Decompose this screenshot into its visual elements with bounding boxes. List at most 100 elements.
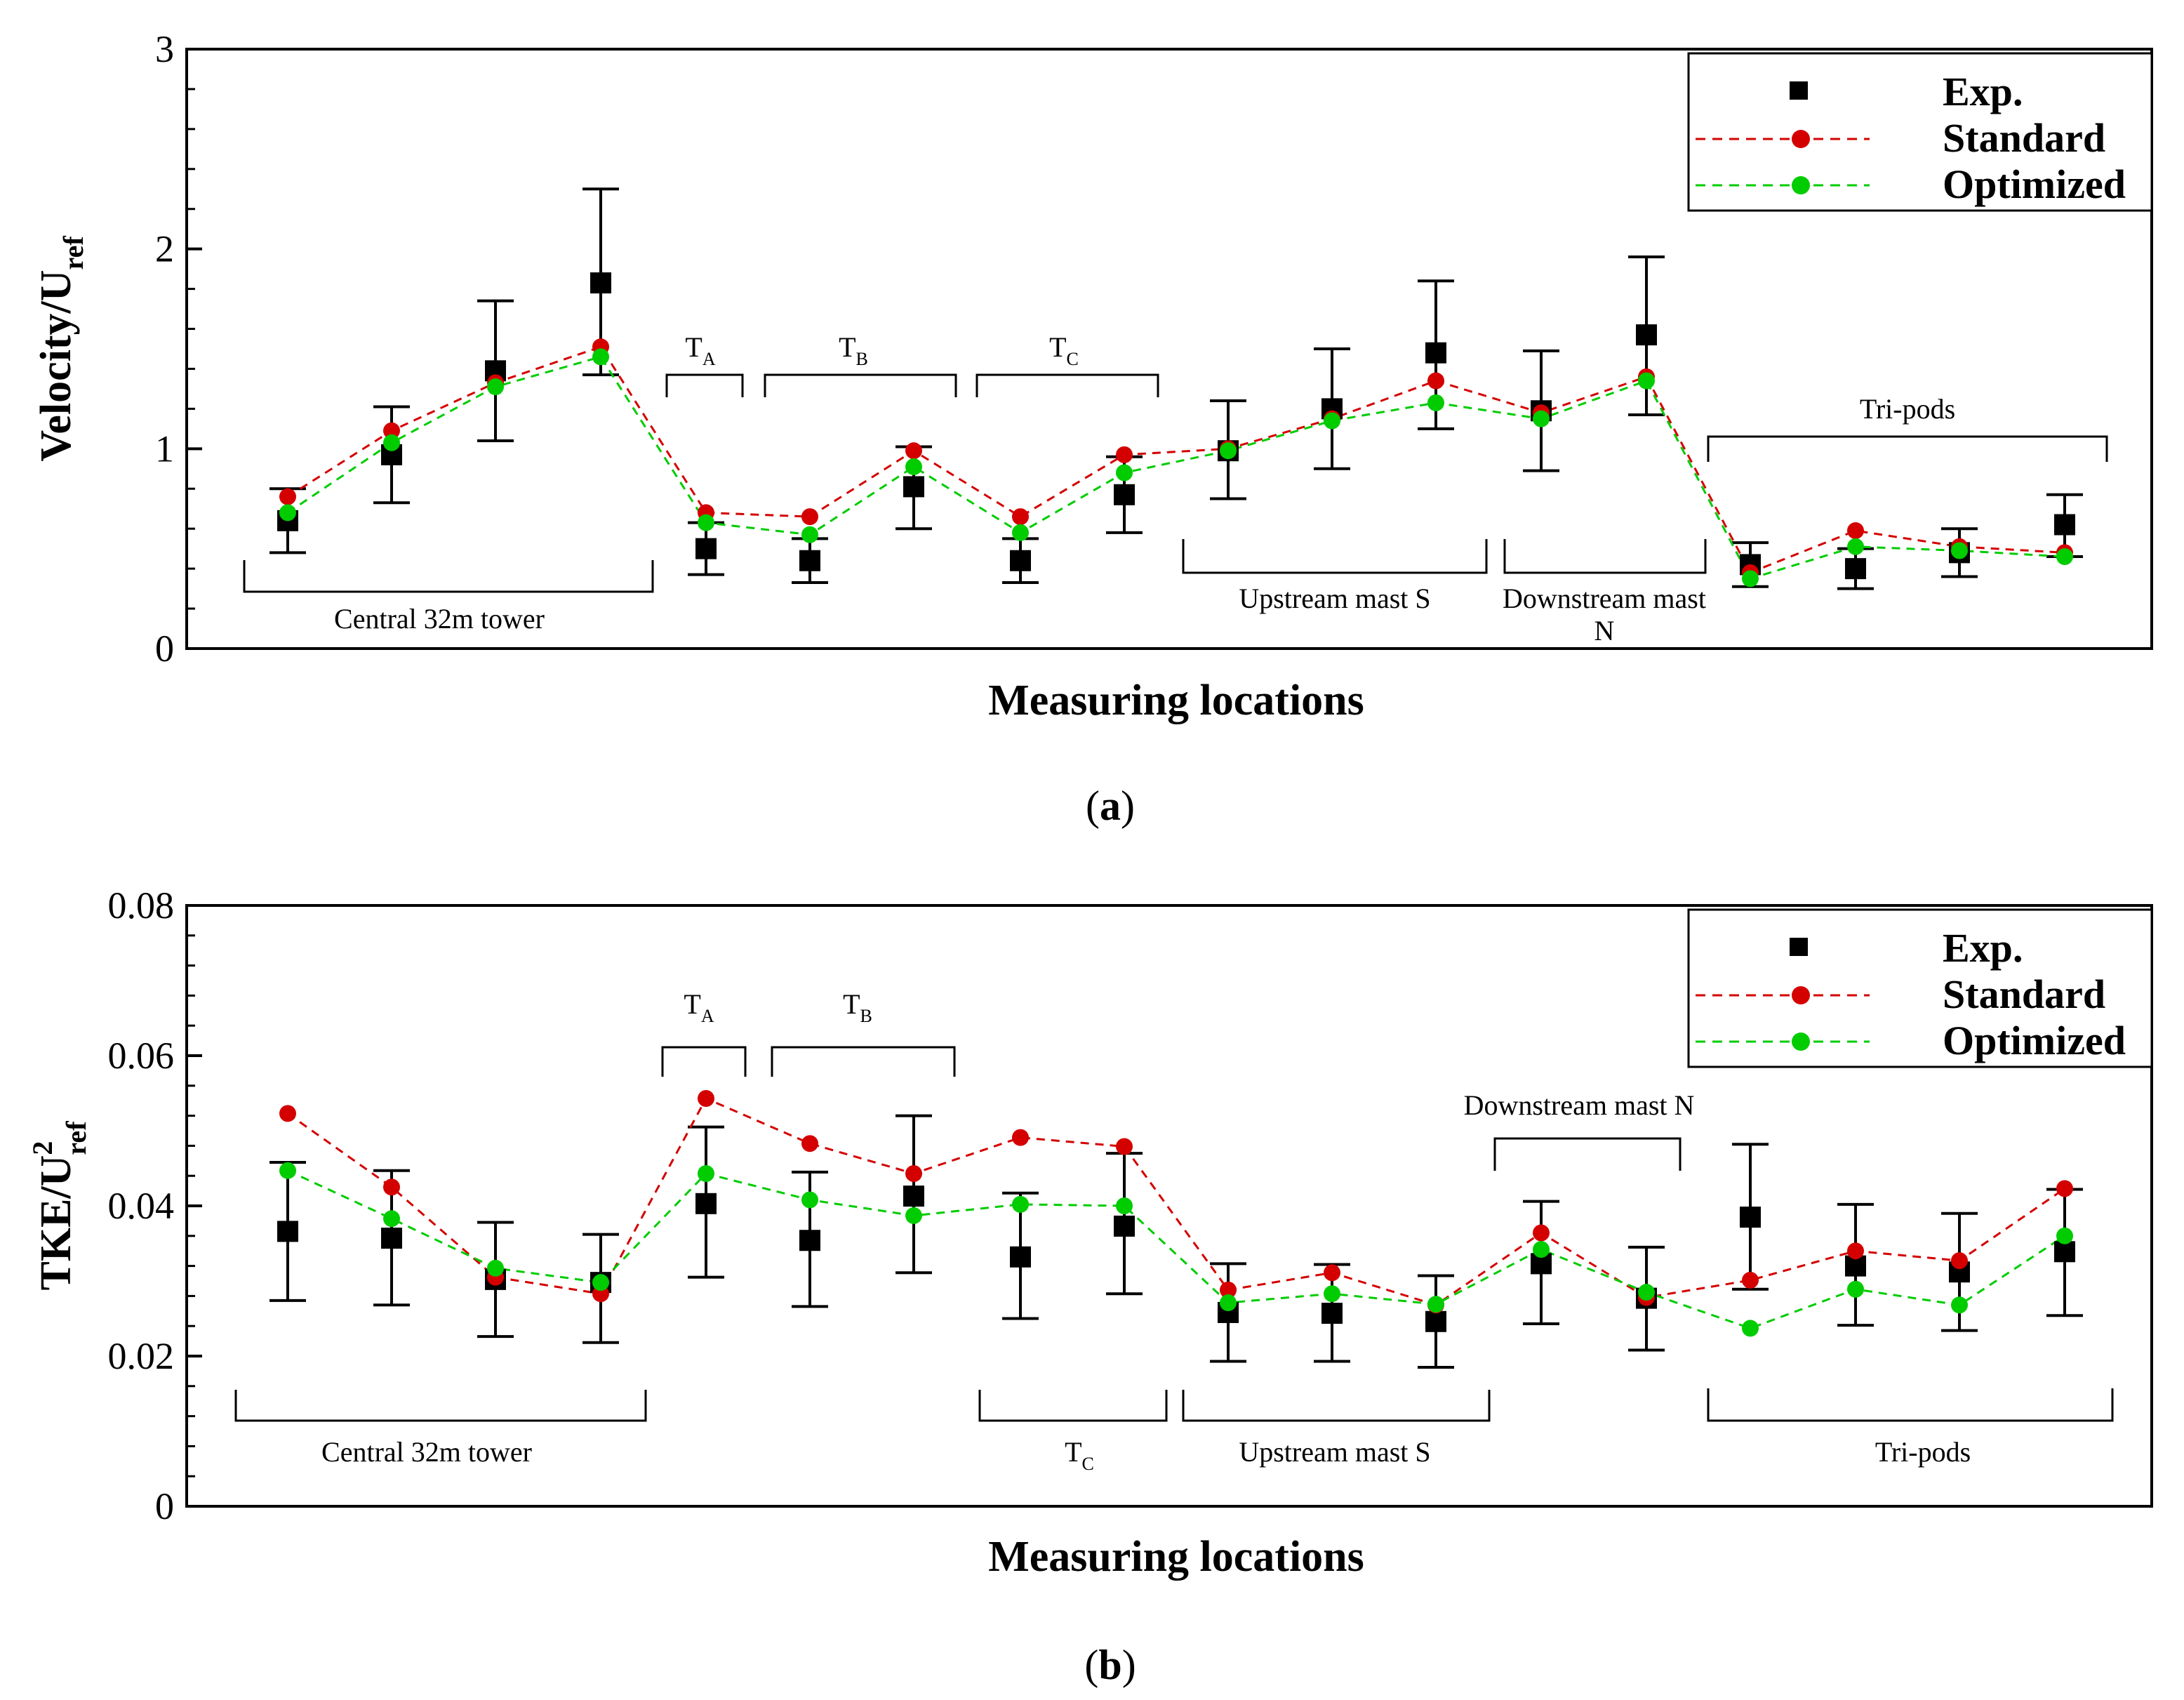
legend-standard-marker-b [1792, 986, 1810, 1004]
bracket-central-tower-a [243, 560, 654, 593]
y-label-main-a: Velocity/U [32, 270, 80, 461]
exp-point-a [590, 272, 611, 294]
series-point-optimized-a [1847, 538, 1864, 555]
group-label-downstream-mast-line2-a: N [1594, 615, 1615, 646]
exp-point-b [799, 1230, 820, 1251]
bracket-downstream-mast-a [1503, 539, 1707, 574]
series-point-optimized-a [698, 514, 714, 531]
series-point-optimized-a [592, 348, 609, 366]
series-point-standard-b [801, 1135, 818, 1153]
y-label-main-b: TKE/U [32, 1155, 80, 1291]
exp-point-a [1114, 484, 1135, 505]
group-label-ta-b: TA [684, 988, 714, 1026]
series-point-optimized-b [1116, 1197, 1133, 1214]
bracket-upstream-mast-a [1182, 539, 1488, 574]
series-point-standard-b [2056, 1180, 2073, 1197]
exp-point-b [1114, 1215, 1135, 1237]
plot-frame-a [185, 48, 2153, 650]
series-point-optimized-b [1324, 1285, 1340, 1303]
legend-standard-label-a: Standard [1943, 115, 2105, 161]
y-tick-label-a: 1 [155, 427, 174, 470]
exp-point-b [1321, 1303, 1343, 1324]
series-point-optimized-b [1220, 1294, 1237, 1312]
exp-point-a [2054, 514, 2075, 536]
panel-b-tke: 0 0.02 0.04 0.06 0.08 TKE/U2ref Central 32m … [27, 884, 2153, 1688]
group-label-central-tower-b: Central 32m tower [321, 1436, 532, 1468]
y-axis-label-a: Velocity/Uref [32, 236, 89, 462]
group-labels-b: Central 32m tower TA TB TC Upstream mast… [321, 988, 1971, 1474]
series-point-standard-b [1116, 1138, 1133, 1155]
caption-b: (b) [1084, 1642, 1136, 1688]
series-point-optimized-a [279, 504, 296, 522]
legend-optimized-marker-b [1792, 1032, 1810, 1051]
series-point-optimized-b [279, 1162, 296, 1179]
series-point-standard-b [1951, 1252, 1968, 1270]
series-point-optimized-b [1427, 1296, 1444, 1313]
series-point-optimized-a [905, 458, 922, 475]
group-label-downstream-mast-b: Downstream mast N [1464, 1089, 1695, 1121]
y-label-sub-a: ref [58, 236, 89, 270]
series-line-standard-b [287, 1097, 2065, 1306]
legend-exp-marker-a [1790, 81, 1808, 100]
group-label-tc-b: TC [1065, 1436, 1094, 1474]
group-label-upstream-mast-a: Upstream mast S [1239, 583, 1430, 614]
group-brackets-b [234, 1046, 2114, 1422]
y-axis-label-b: TKE/U2ref [27, 1121, 92, 1291]
exp-point-a [799, 550, 820, 571]
series-point-optimized-a [487, 378, 504, 396]
series-point-standard-a [1847, 522, 1864, 540]
exp-point-a [695, 538, 717, 559]
y-axis-b: 0 0.02 0.04 0.06 0.08 [108, 884, 202, 1527]
legend-exp-label-b: Exp. [1943, 925, 2023, 971]
series-point-optimized-a [1742, 570, 1759, 587]
series-point-standard-b [1847, 1242, 1864, 1260]
series-point-optimized-a [1012, 524, 1029, 541]
series-point-optimized-b [1012, 1195, 1029, 1213]
group-label-downstream-mast-a: Downstream mast [1503, 583, 1706, 614]
series-line-optimized-a [287, 355, 2065, 580]
y-tick-label-b: 0.02 [108, 1335, 175, 1377]
series-point-standard-b [383, 1178, 400, 1196]
series-point-standard-a [1427, 372, 1444, 390]
series-point-optimized-b [2056, 1227, 2073, 1244]
exp-point-b [695, 1193, 717, 1214]
exp-point-b [903, 1186, 924, 1207]
x-axis-label-b: Measuring locations [988, 1533, 1364, 1581]
group-label-ta-a: TA [685, 331, 715, 369]
bracket-upstream-mast-b [1182, 1390, 1491, 1422]
series-point-optimized-b [801, 1191, 818, 1209]
series-point-optimized-b [1951, 1296, 1968, 1314]
exp-point-a [1425, 342, 1446, 364]
series-point-standard-a [1116, 446, 1133, 463]
group-label-tripods-b: Tri-pods [1875, 1436, 1971, 1468]
exp-point-a [1845, 558, 1866, 580]
legend-exp-label-a: Exp. [1943, 69, 2023, 114]
exp-point-b [1425, 1310, 1446, 1332]
series-point-optimized-b [592, 1274, 609, 1291]
series-point-standard-a [801, 508, 818, 526]
group-label-tc-a: TC [1049, 331, 1079, 369]
series-point-standard-b [1220, 1281, 1237, 1299]
series-point-optimized-a [1220, 442, 1237, 460]
series-point-optimized-a [1324, 412, 1340, 430]
series-point-optimized-a [1116, 464, 1133, 482]
bracket-tb-b [771, 1046, 956, 1077]
exp-point-a [1636, 324, 1657, 346]
exp-point-b [381, 1228, 402, 1249]
series-point-standard-b [1012, 1129, 1029, 1146]
series-point-optimized-b [1847, 1280, 1864, 1298]
caption-a: (a) [1086, 783, 1135, 829]
legend-a: Exp. Standard Optimized [1687, 52, 2153, 212]
series-point-optimized-b [1533, 1241, 1550, 1259]
exp-point-a [1010, 550, 1031, 571]
bracket-tc-b [978, 1390, 1168, 1422]
series-point-standard-a [279, 488, 296, 505]
series-point-optimized-a [2056, 548, 2073, 566]
y-tick-label-b: 0.04 [108, 1185, 175, 1227]
group-label-tb-a: TB [839, 331, 868, 369]
y-tick-label-a: 2 [155, 228, 174, 270]
legend-exp-marker-b [1790, 938, 1808, 956]
series-point-optimized-a [383, 434, 400, 451]
group-brackets-a [243, 373, 2108, 593]
